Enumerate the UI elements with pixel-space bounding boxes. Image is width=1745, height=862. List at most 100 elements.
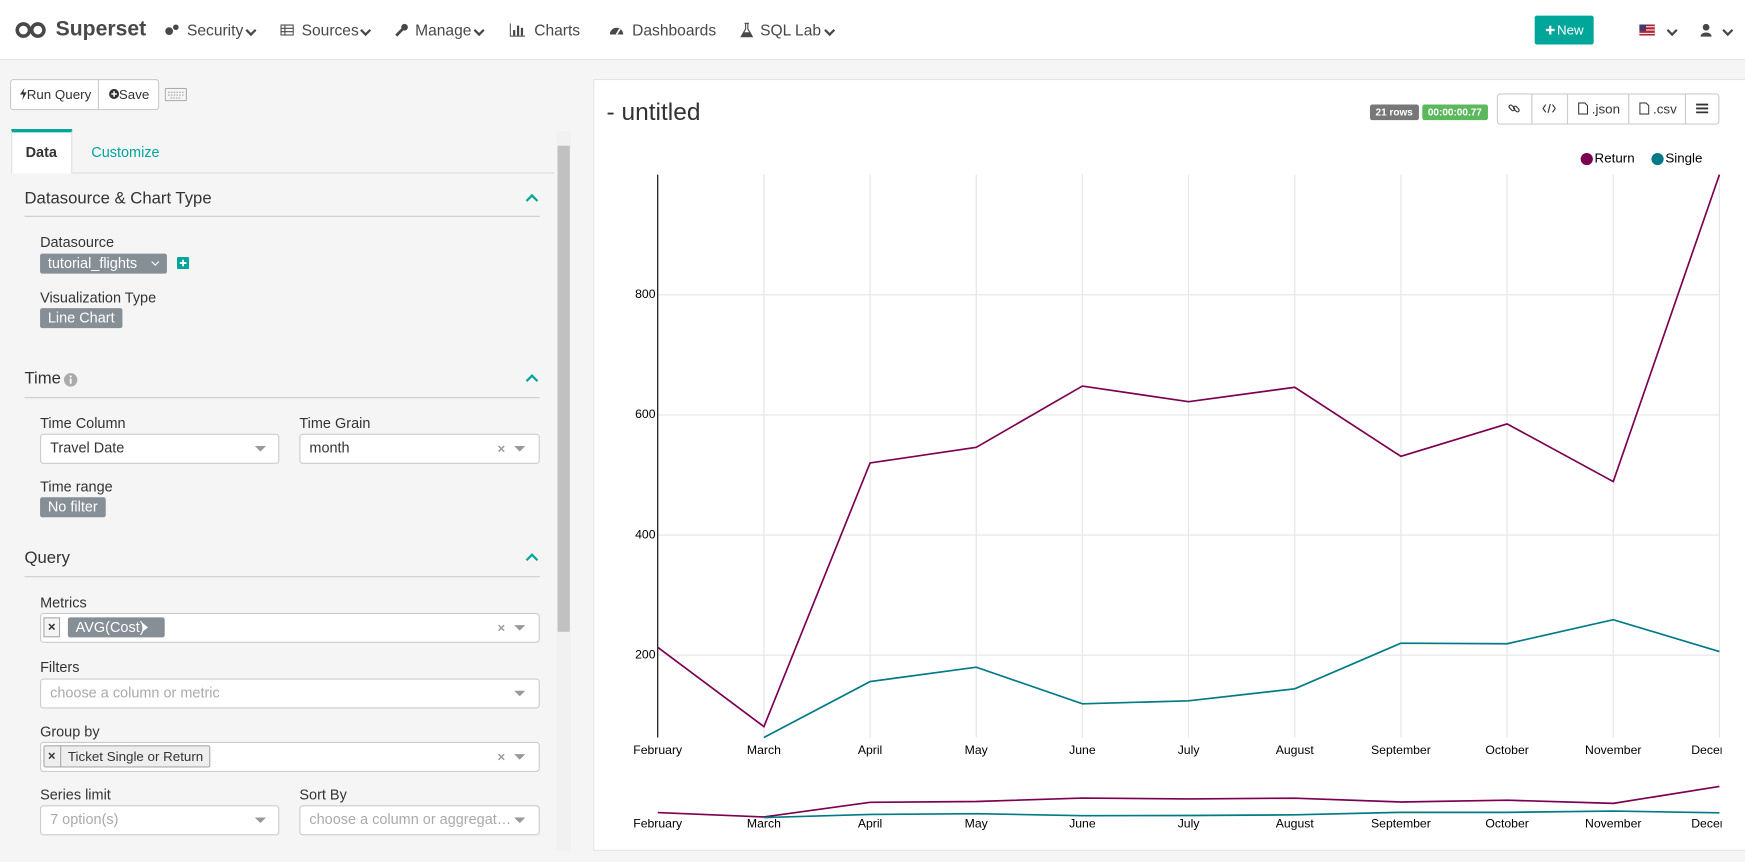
x-tick-label: September [1371, 743, 1431, 757]
legend-label: Single [1665, 151, 1702, 166]
time-range-value[interactable]: No filter [47, 498, 98, 515]
datasource-value[interactable]: tutorial_flights [47, 254, 138, 272]
x-tick-label: July [1178, 743, 1201, 757]
x-tick-label: April [858, 816, 882, 830]
scrollbar-thumb[interactable] [557, 145, 570, 632]
x-tick-label: June [1069, 743, 1096, 757]
chart-area: 200 400 600 800 February February March March Ap… [633, 174, 1745, 830]
csv-button[interactable]: .csv [1628, 93, 1687, 125]
nav-item[interactable]: Dashboards [632, 21, 717, 39]
code-icon [1542, 103, 1556, 114]
x-tick-label: March [747, 743, 781, 757]
field-label: Datasource [40, 233, 115, 251]
clear-icon[interactable] [497, 624, 505, 632]
new-button[interactable] [1534, 15, 1594, 45]
section-title[interactable]: Query [24, 548, 70, 568]
x-tick-label: August [1276, 743, 1315, 757]
add-datasource-icon[interactable] [176, 256, 190, 270]
section-divider [24, 397, 540, 399]
csv-label[interactable]: .csv [1653, 101, 1677, 117]
manage-icon [395, 23, 408, 37]
chart-panel [593, 78, 1745, 851]
duration-badge: 00:00:00.77 [1422, 104, 1488, 121]
legend-swatch [1651, 152, 1664, 166]
save-label[interactable]: Save [118, 86, 150, 103]
new-button-label[interactable]: New [1556, 22, 1584, 38]
y-tick-label: 200 [635, 647, 656, 661]
run-query-label[interactable]: Run Query [26, 86, 92, 103]
field-label: Filters [40, 658, 80, 676]
time-range-select[interactable]: No filter [40, 497, 106, 518]
data-tab[interactable] [11, 129, 73, 174]
section-title[interactable]: Time [24, 369, 61, 389]
x-tick-label: December [1691, 743, 1745, 757]
chart-title[interactable]: - untitled [606, 97, 701, 126]
groupby-chip[interactable] [43, 745, 211, 768]
keyboard-icon[interactable] [164, 87, 187, 102]
series-line [657, 174, 1721, 728]
duration: 00:00:00.77 [1427, 106, 1482, 118]
series-line [763, 618, 1720, 739]
nav-item[interactable]: Security [186, 21, 244, 39]
overview-line [763, 810, 1720, 819]
time-grain-select[interactable] [299, 433, 540, 464]
select-arrow [254, 817, 266, 824]
remove-icon[interactable] [48, 752, 56, 760]
clear-icon[interactable] [497, 445, 505, 453]
bolt-icon [20, 87, 27, 101]
select-arrow [514, 754, 526, 760]
sort-by-select[interactable] [299, 805, 540, 836]
metric-chip[interactable]: AVG(Cost) [67, 617, 165, 638]
tab-label[interactable]: Customize [91, 143, 160, 161]
field-label: Time Grain [299, 414, 371, 432]
y-tick-label: 600 [635, 407, 656, 421]
x-tick-label: December [1691, 816, 1745, 830]
sqllab-icon [740, 22, 754, 38]
nav-item[interactable]: Sources [301, 21, 359, 39]
field-label: Series limit [40, 786, 111, 804]
select-value[interactable]: month [309, 439, 350, 457]
flag-icon[interactable] [1639, 24, 1655, 36]
nav-item[interactable]: Manage [415, 21, 472, 39]
tab-label[interactable]: Data [25, 143, 57, 161]
plus-icon [1545, 25, 1555, 35]
tab-border [72, 172, 555, 174]
datasource-select[interactable]: tutorial_flights [40, 253, 167, 274]
series-limit-select[interactable] [40, 805, 280, 836]
time-column-select[interactable] [40, 433, 280, 464]
json-label[interactable]: .json [1591, 101, 1621, 117]
x-tick-label: November [1585, 743, 1641, 757]
brand[interactable]: Superset [55, 17, 147, 42]
x-tick-label: November [1585, 816, 1641, 830]
viz-type-select[interactable]: Line Chart [40, 308, 123, 329]
user-icon[interactable] [1700, 23, 1712, 37]
field-label: Time range [40, 478, 113, 495]
security-icon [165, 24, 179, 36]
metric-value[interactable]: AVG(Cost) [75, 618, 145, 636]
info-icon[interactable] [63, 373, 78, 387]
field-label: Visualization Type [40, 289, 157, 306]
nav-item[interactable]: SQL Lab [760, 21, 822, 39]
select-arrow [514, 690, 526, 697]
logo-icon[interactable] [14, 20, 47, 40]
x-tick-label: July [1178, 816, 1201, 830]
menu-icon [1696, 103, 1709, 114]
save-button[interactable]: Save [97, 78, 160, 111]
json-button[interactable]: .json [1566, 93, 1630, 125]
overview-line [657, 785, 1720, 818]
filters-select[interactable] [40, 678, 540, 709]
groupby-value[interactable]: Ticket Single or Return [67, 748, 204, 765]
viz-type-value[interactable]: Line Chart [47, 309, 115, 326]
legend-label: Return [1595, 151, 1635, 166]
section-title[interactable]: Datasource & Chart Type [24, 189, 212, 209]
chip-divider [60, 745, 62, 768]
clear-icon[interactable] [497, 753, 505, 761]
charts-icon [509, 23, 526, 37]
x-tick-label: August [1276, 816, 1315, 830]
chip-arrow [142, 622, 149, 632]
nav-item[interactable]: Charts [534, 21, 581, 39]
select-arrow [254, 446, 266, 452]
select-value[interactable]: Travel Date [50, 439, 125, 457]
